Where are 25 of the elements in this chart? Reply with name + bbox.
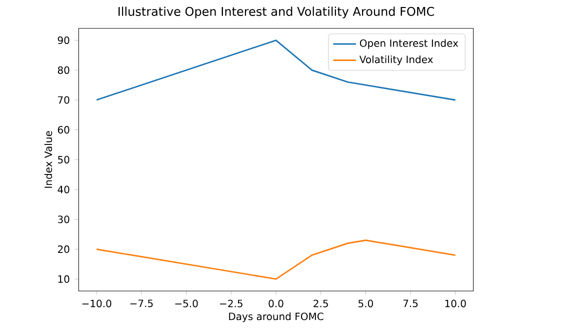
chart-title: Illustrative Open Interest and Volatility Around FOMC — [118, 6, 434, 18]
y-tick-label: 70 — [58, 96, 70, 104]
y-tick-label: 30 — [58, 216, 70, 224]
y-axis-title: Index Value — [44, 131, 52, 188]
legend-label: Volatility Index — [359, 55, 433, 66]
x-tick-label: −10.0 — [82, 300, 112, 308]
line-series — [96, 40, 456, 101]
y-tick-label: 90 — [58, 36, 70, 44]
x-tick-label: −7.5 — [130, 300, 153, 308]
x-tick-label: 0.0 — [268, 300, 284, 308]
x-tick-label: 7.5 — [403, 300, 418, 308]
x-tick-label: −5.0 — [175, 300, 198, 308]
y-tick-label: 40 — [58, 186, 70, 194]
y-tick-label: 50 — [58, 156, 70, 164]
y-tick-label: 20 — [58, 245, 70, 253]
y-tick-label: 80 — [58, 66, 70, 74]
legend-label: Open Interest Index — [360, 39, 458, 49]
y-tick-label: 60 — [58, 126, 70, 134]
x-axis-title: Days around FOMC — [229, 312, 324, 322]
x-tick-label: 2.5 — [314, 300, 328, 308]
x-tick-label: 10.0 — [445, 300, 466, 308]
x-tick-label: −2.5 — [220, 300, 242, 308]
y-tick-label: 10 — [58, 275, 70, 283]
x-tick-label: 5.0 — [358, 300, 373, 308]
line-series — [96, 240, 456, 280]
